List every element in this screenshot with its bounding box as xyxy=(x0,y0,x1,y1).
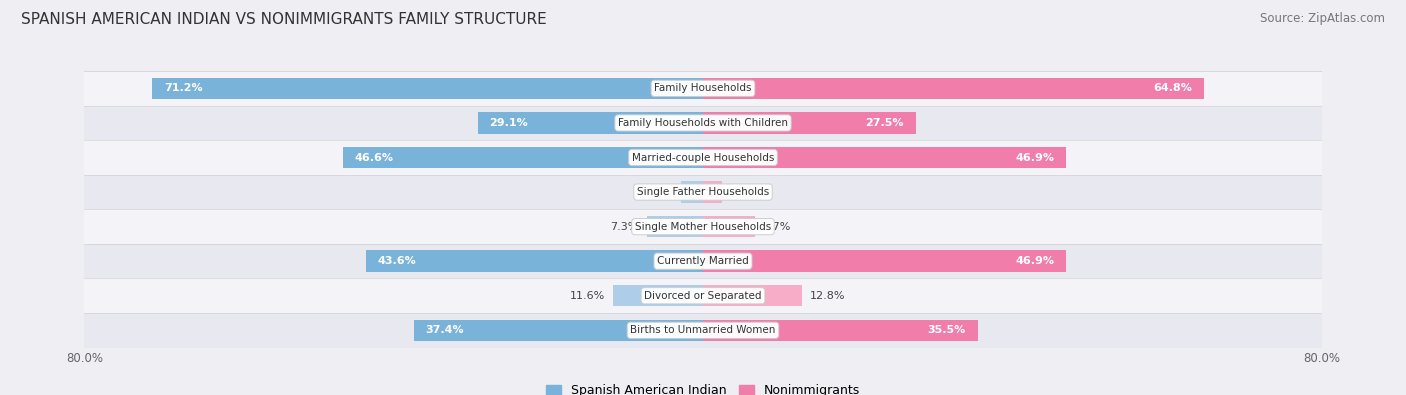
Text: 29.1%: 29.1% xyxy=(489,118,529,128)
Bar xyxy=(343,147,703,168)
Bar xyxy=(84,106,1322,140)
Bar xyxy=(366,250,703,272)
Bar xyxy=(413,320,703,341)
Bar xyxy=(647,216,703,237)
Text: 2.4%: 2.4% xyxy=(730,187,758,197)
Text: 35.5%: 35.5% xyxy=(928,325,966,335)
Bar xyxy=(84,313,1322,348)
Text: 71.2%: 71.2% xyxy=(165,83,202,93)
Text: 6.7%: 6.7% xyxy=(762,222,792,231)
Text: Single Mother Households: Single Mother Households xyxy=(636,222,770,231)
Text: 37.4%: 37.4% xyxy=(426,325,464,335)
Text: Single Father Households: Single Father Households xyxy=(637,187,769,197)
Text: 46.9%: 46.9% xyxy=(1015,256,1054,266)
Bar xyxy=(703,250,1066,272)
Text: 27.5%: 27.5% xyxy=(866,118,904,128)
Text: 64.8%: 64.8% xyxy=(1154,83,1192,93)
Bar xyxy=(478,112,703,134)
Text: Divorced or Separated: Divorced or Separated xyxy=(644,291,762,301)
Text: 43.6%: 43.6% xyxy=(377,256,416,266)
Bar xyxy=(703,285,801,307)
Text: 7.3%: 7.3% xyxy=(610,222,638,231)
Bar xyxy=(84,278,1322,313)
Text: 11.6%: 11.6% xyxy=(571,291,606,301)
Bar xyxy=(84,244,1322,278)
Text: 2.9%: 2.9% xyxy=(644,187,673,197)
Text: 46.9%: 46.9% xyxy=(1015,152,1054,162)
Text: Family Households: Family Households xyxy=(654,83,752,93)
Text: Married-couple Households: Married-couple Households xyxy=(631,152,775,162)
Legend: Spanish American Indian, Nonimmigrants: Spanish American Indian, Nonimmigrants xyxy=(541,379,865,395)
Bar xyxy=(703,147,1066,168)
Text: Currently Married: Currently Married xyxy=(657,256,749,266)
Text: Source: ZipAtlas.com: Source: ZipAtlas.com xyxy=(1260,12,1385,25)
Bar xyxy=(84,175,1322,209)
Bar xyxy=(84,209,1322,244)
Bar xyxy=(152,78,703,99)
Bar xyxy=(703,181,721,203)
Text: Family Households with Children: Family Households with Children xyxy=(619,118,787,128)
Bar xyxy=(613,285,703,307)
Bar xyxy=(681,181,703,203)
Bar xyxy=(84,140,1322,175)
Bar xyxy=(84,71,1322,106)
Bar xyxy=(703,216,755,237)
Text: Births to Unmarried Women: Births to Unmarried Women xyxy=(630,325,776,335)
Bar xyxy=(703,112,915,134)
Bar xyxy=(703,320,977,341)
Text: 12.8%: 12.8% xyxy=(810,291,845,301)
Bar xyxy=(703,78,1204,99)
Text: 46.6%: 46.6% xyxy=(354,152,394,162)
Text: SPANISH AMERICAN INDIAN VS NONIMMIGRANTS FAMILY STRUCTURE: SPANISH AMERICAN INDIAN VS NONIMMIGRANTS… xyxy=(21,12,547,27)
